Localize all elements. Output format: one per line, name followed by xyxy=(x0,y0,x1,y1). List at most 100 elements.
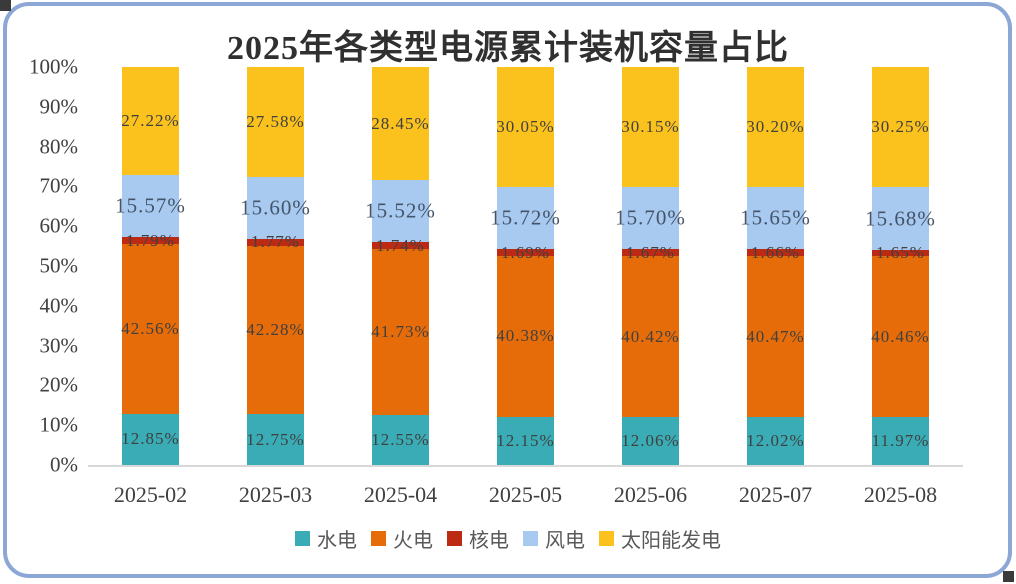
data-label-hydro: 12.75% xyxy=(246,429,305,449)
segment-thermal xyxy=(247,245,304,415)
data-label-wind: 15.70% xyxy=(615,205,686,230)
segment-hydro xyxy=(622,417,679,465)
segment-thermal xyxy=(622,256,679,417)
y-tick-label: 40% xyxy=(39,293,79,318)
segment-wind xyxy=(872,187,929,250)
segment-hydro xyxy=(747,417,804,465)
segment-wind xyxy=(497,186,554,250)
segment-hydro xyxy=(372,415,429,465)
segment-wind xyxy=(372,180,429,243)
data-label-thermal: 40.47% xyxy=(746,326,805,346)
data-label-thermal: 40.46% xyxy=(871,326,930,346)
segment-nuclear xyxy=(372,242,429,249)
chart-legend: 水电 火电 核电 风电 太阳能发电 xyxy=(0,524,1016,553)
data-label-solar: 28.45% xyxy=(371,113,430,133)
segment-nuclear xyxy=(747,249,804,257)
legend-label-solar: 太阳能发电 xyxy=(621,530,721,552)
data-label-wind: 15.68% xyxy=(865,206,936,231)
data-label-solar: 27.22% xyxy=(121,111,180,131)
segment-hydro xyxy=(122,413,179,465)
segment-solar xyxy=(747,67,804,188)
y-tick-label: 30% xyxy=(39,333,79,358)
segment-solar xyxy=(372,67,429,181)
segment-solar xyxy=(872,66,929,188)
y-tick-label: 50% xyxy=(39,253,79,278)
segment-nuclear xyxy=(872,249,929,257)
legend-item-wind: 风电 xyxy=(523,524,585,553)
y-tick-label: 20% xyxy=(39,372,79,397)
x-axis-label: 2025-02 xyxy=(113,482,188,507)
data-label-solar: 30.25% xyxy=(871,117,930,137)
x-axis-label: 2025-07 xyxy=(738,482,813,507)
x-axis-label: 2025-03 xyxy=(238,482,313,507)
data-label-solar: 27.58% xyxy=(246,111,305,131)
segment-hydro xyxy=(872,417,929,465)
data-label-nuclear: 1.66% xyxy=(751,242,800,262)
segment-hydro xyxy=(497,416,554,465)
data-label-nuclear: 1.67% xyxy=(626,242,675,262)
legend-item-thermal: 火电 xyxy=(371,524,433,553)
data-label-hydro: 12.06% xyxy=(621,431,680,450)
segment-thermal xyxy=(122,244,179,414)
segment-thermal xyxy=(372,248,429,416)
legend-label-nuclear: 核电 xyxy=(469,530,509,552)
data-label-thermal: 41.73% xyxy=(371,322,430,341)
data-label-hydro: 12.55% xyxy=(371,430,430,450)
segment-wind xyxy=(747,187,804,250)
data-label-solar: 30.15% xyxy=(621,116,680,136)
legend-item-solar: 太阳能发电 xyxy=(599,524,721,553)
x-axis-label: 2025-04 xyxy=(363,482,438,507)
y-tick-label: 80% xyxy=(39,134,79,159)
data-label-wind: 15.57% xyxy=(115,193,186,218)
legend-swatch-wind xyxy=(523,531,538,546)
data-label-wind: 15.65% xyxy=(740,205,811,230)
data-label-nuclear: 1.74% xyxy=(376,235,425,255)
segment-wind xyxy=(247,176,304,239)
legend-item-nuclear: 核电 xyxy=(447,524,509,553)
legend-swatch-solar xyxy=(599,531,614,546)
legend-label-hydro: 水电 xyxy=(317,530,357,552)
y-tick-label: 90% xyxy=(39,94,79,119)
legend-swatch-thermal xyxy=(371,531,386,546)
x-axis-label: 2025-08 xyxy=(863,482,938,507)
segment-solar xyxy=(122,67,179,176)
legend-label-wind: 风电 xyxy=(545,530,585,552)
segment-thermal xyxy=(872,256,929,418)
x-axis-label: 2025-06 xyxy=(613,482,688,507)
data-label-thermal: 42.28% xyxy=(246,320,305,340)
x-axis-line xyxy=(88,465,963,467)
y-tick-label: 0% xyxy=(50,452,78,477)
segment-nuclear xyxy=(122,237,179,245)
legend-swatch-hydro xyxy=(295,531,310,546)
segment-hydro xyxy=(247,414,304,465)
legend-item-hydro: 水电 xyxy=(295,524,357,553)
corner-handle-top-left xyxy=(0,0,11,11)
data-label-nuclear: 1.79% xyxy=(126,230,175,250)
data-label-hydro: 12.85% xyxy=(121,429,180,449)
data-label-thermal: 40.42% xyxy=(621,326,680,346)
segment-solar xyxy=(497,67,554,187)
y-tick-label: 70% xyxy=(39,173,79,198)
data-label-nuclear: 1.69% xyxy=(501,242,550,262)
segment-nuclear xyxy=(622,249,679,257)
data-label-nuclear: 1.77% xyxy=(251,232,300,252)
data-label-wind: 15.72% xyxy=(490,205,561,230)
data-label-wind: 15.52% xyxy=(365,198,436,223)
legend-label-thermal: 火电 xyxy=(393,530,433,552)
data-label-wind: 15.60% xyxy=(240,195,311,220)
y-tick-label: 60% xyxy=(39,213,79,238)
segment-nuclear xyxy=(497,249,554,256)
segment-solar xyxy=(622,67,679,187)
data-label-thermal: 40.38% xyxy=(496,326,555,346)
y-tick-label: 10% xyxy=(39,412,79,437)
data-label-thermal: 42.56% xyxy=(121,319,180,339)
data-label-hydro: 12.15% xyxy=(496,430,555,450)
y-tick-label: 100% xyxy=(29,54,78,79)
segment-wind xyxy=(122,175,179,238)
data-label-nuclear: 1.65% xyxy=(876,243,925,263)
data-label-hydro: 12.02% xyxy=(746,431,805,451)
legend-swatch-nuclear xyxy=(447,531,462,546)
data-label-hydro: 11.97% xyxy=(871,431,930,451)
segment-wind xyxy=(622,186,679,250)
